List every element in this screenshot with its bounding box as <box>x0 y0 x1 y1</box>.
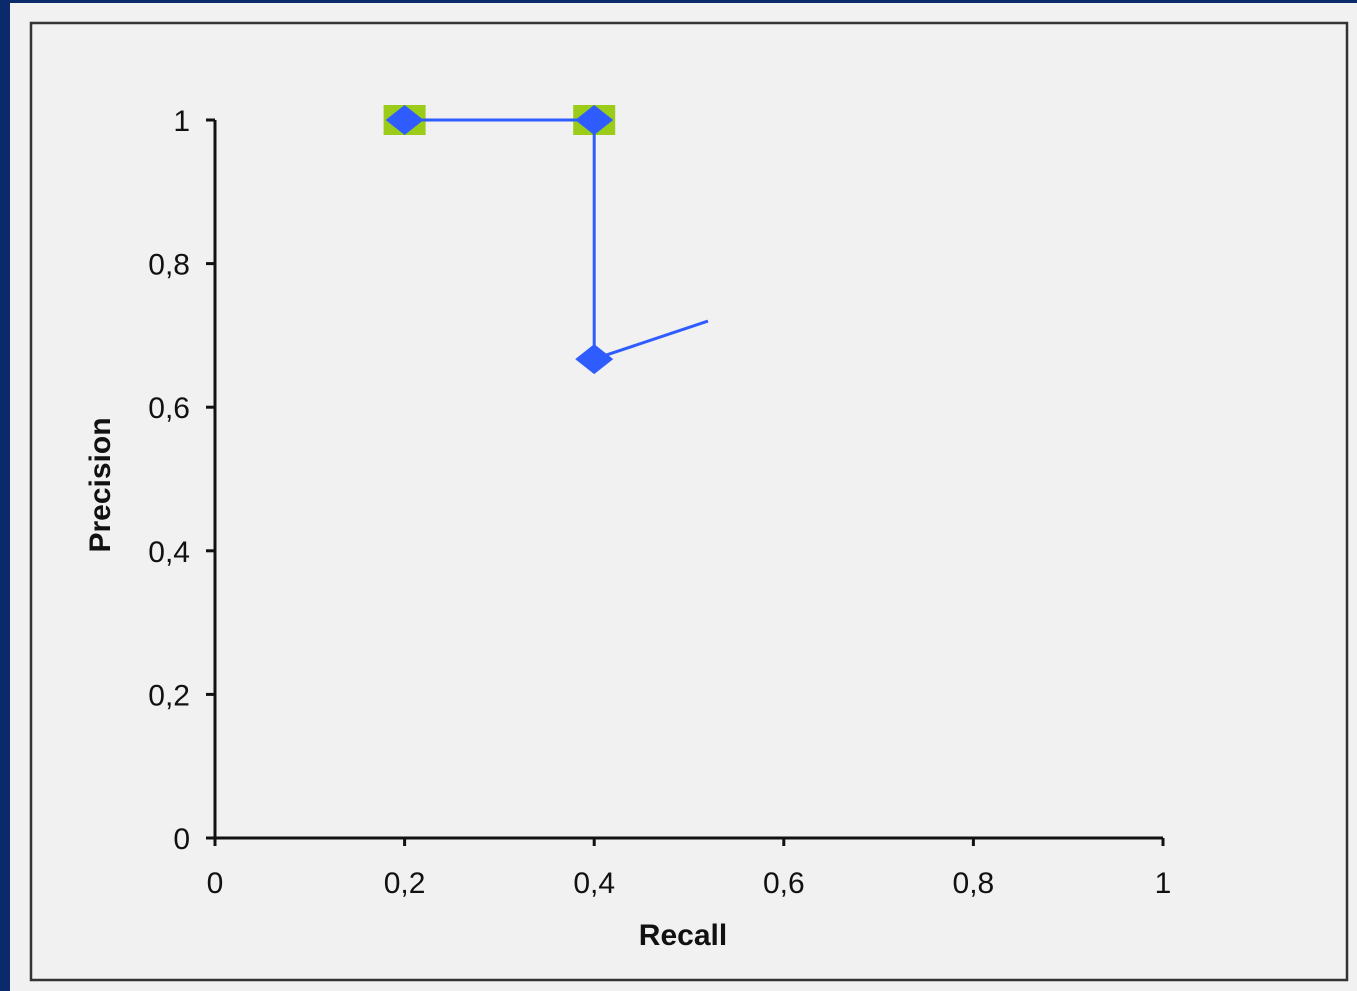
chart-border <box>31 23 1347 980</box>
x-axis-title: Recall <box>639 919 727 952</box>
x-tick-label: 0 <box>207 867 224 900</box>
x-tick-label: 0,8 <box>953 867 995 900</box>
x-tick-label: 0,2 <box>384 867 426 900</box>
y-tick-label: 0,8 <box>148 249 190 282</box>
x-tick-label: 1 <box>1155 867 1172 900</box>
y-tick-label: 0,4 <box>148 536 190 569</box>
chart: 0 0,2 0,4 0,6 0,8 1 0 0,2 0,4 0,6 0,8 1 Recall Prec… <box>10 3 1357 991</box>
y-tick-label: 1 <box>173 105 190 138</box>
chart-frame: 0 0,2 0,4 0,6 0,8 1 0 0,2 0,4 0,6 0,8 1 Recall Prec… <box>10 3 1357 991</box>
y-tick-label: 0 <box>173 823 190 856</box>
y-axis-title: Precision <box>84 417 117 552</box>
x-tick-label: 0,4 <box>573 867 615 900</box>
y-tick-label: 0,2 <box>148 679 190 712</box>
y-tick-label: 0,6 <box>148 392 190 425</box>
x-tick-label: 0,6 <box>763 867 805 900</box>
